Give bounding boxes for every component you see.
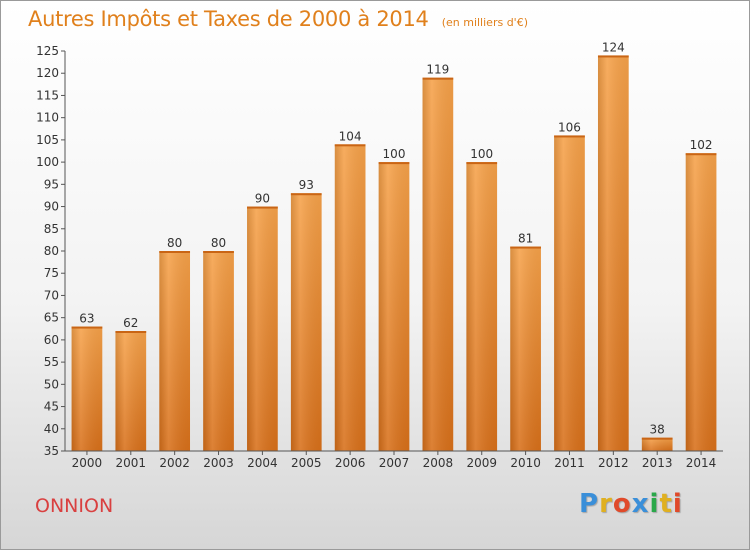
bar-shade [334,144,366,452]
y-tick-label: 60 [44,333,59,347]
bar-shade [203,251,234,451]
y-tick-label: 35 [44,444,59,458]
bar-top-edge [378,162,410,165]
bar-shade [422,77,454,452]
y-tick-label: 40 [44,422,59,436]
bar-shade [510,246,541,451]
x-tick-label: 2009 [466,456,497,470]
bar-value-label: 62 [123,316,138,330]
bar-shade [115,331,147,451]
bar-top-edge [71,326,103,329]
x-tick-label: 2006 [335,456,366,470]
y-tick-label: 115 [36,88,59,102]
x-tick-label: 2002 [159,456,190,470]
x-tick-label: 2000 [72,456,103,470]
bar-shade [554,135,585,451]
bar-top-edge [554,135,585,138]
x-axis: 2000 2001 2002 2003 2004 2005 2006 2007 2008 2009… [65,450,723,470]
y-tick-label: 80 [44,244,59,258]
x-tick-label: 2004 [247,456,278,470]
x-tick-label: 2014 [686,456,717,470]
bar-shade [685,153,717,451]
bar-shade [378,162,410,451]
bar-top-edge [203,251,234,253]
x-tick-label: 2005 [291,456,322,470]
y-tick-label: 110 [36,111,59,125]
bar-value-label: 104 [339,129,362,143]
bar-value-label: 81 [518,232,533,246]
bar-top-edge [597,55,629,58]
x-tick-label: 2007 [379,456,410,470]
bar-top-edge [115,331,147,333]
bars: 63 62 80 80 90 93 104 100 119 100 81 106 124 38 102 [71,40,717,452]
bar-value-label: 124 [602,40,625,54]
bar-value-label: 80 [167,236,182,250]
bar-value-label: 90 [255,192,270,206]
bar-top-edge [510,246,541,249]
y-tick-label: 100 [36,155,59,169]
bar-shade [641,437,673,451]
bar-top-edge [422,77,454,80]
y-axis: 35 40 45 50 55 60 65 70 75 80 85 90 95 100 105 110 115 12… [36,44,66,458]
bar-value-label: 38 [650,423,665,437]
logo-letter: o [612,489,632,519]
bar-value-label: 93 [299,178,314,192]
commune-name: ONNION [35,495,114,517]
bar-value-label: 63 [79,312,94,326]
bar-value-label: 106 [558,120,581,134]
x-tick-label: 2008 [423,456,454,470]
bar-top-edge [466,162,498,165]
logo-letter: x [631,489,650,519]
bar-top-edge [159,251,191,253]
y-tick-label: 75 [44,266,59,280]
bar-shade [597,55,629,451]
x-tick-label: 2012 [598,456,629,470]
logo-letter: i [649,489,660,519]
logo-letter: i [672,489,683,519]
logo-letter: t [659,489,673,519]
bar-top-edge [247,206,278,209]
chart-title: Autres Impôts et Taxes de 2000 à 2014 [28,7,429,31]
y-tick-label: 105 [36,133,59,147]
bar-shade [290,193,322,451]
logo-letter: P [579,489,600,519]
y-tick-label: 95 [44,177,59,191]
bar-shade [247,206,278,451]
bar-top-edge [685,153,717,156]
bar-top-edge [334,144,366,147]
x-tick-label: 2010 [510,456,541,470]
chart-subtitle: (en milliers d'€) [441,16,528,29]
y-tick-label: 120 [36,66,59,80]
x-tick-label: 2013 [642,456,673,470]
bar-shade [71,326,103,451]
x-tick-label: 2011 [554,456,585,470]
y-tick-label: 70 [44,288,59,302]
bar-value-label: 100 [383,147,406,161]
y-tick-label: 125 [36,44,59,58]
x-tick-label: 2001 [116,456,147,470]
bar-value-label: 119 [426,63,449,77]
y-tick-label: 55 [44,355,59,369]
bar-value-label: 80 [211,236,226,250]
bar-value-label: 100 [470,147,493,161]
chart-title-group: Autres Impôts et Taxes de 2000 à 2014 (e… [28,7,528,31]
bar-shade [466,162,498,451]
y-tick-label: 50 [44,377,59,391]
y-tick-label: 90 [44,200,59,214]
y-tick-label: 45 [44,400,59,414]
bar-top-edge [290,193,322,196]
proxiti-logo: Proxiti [579,489,683,519]
y-tick-label: 85 [44,222,59,236]
bar-value-label: 102 [690,138,713,152]
logo-letter: r [599,489,613,519]
x-tick-label: 2003 [203,456,234,470]
bar-shade [159,251,191,451]
bar-top-edge [641,437,673,440]
bar-chart: 35 40 45 50 55 60 65 70 75 80 85 90 95 100 105 110 115 12… [36,40,723,470]
y-tick-label: 65 [44,311,59,325]
